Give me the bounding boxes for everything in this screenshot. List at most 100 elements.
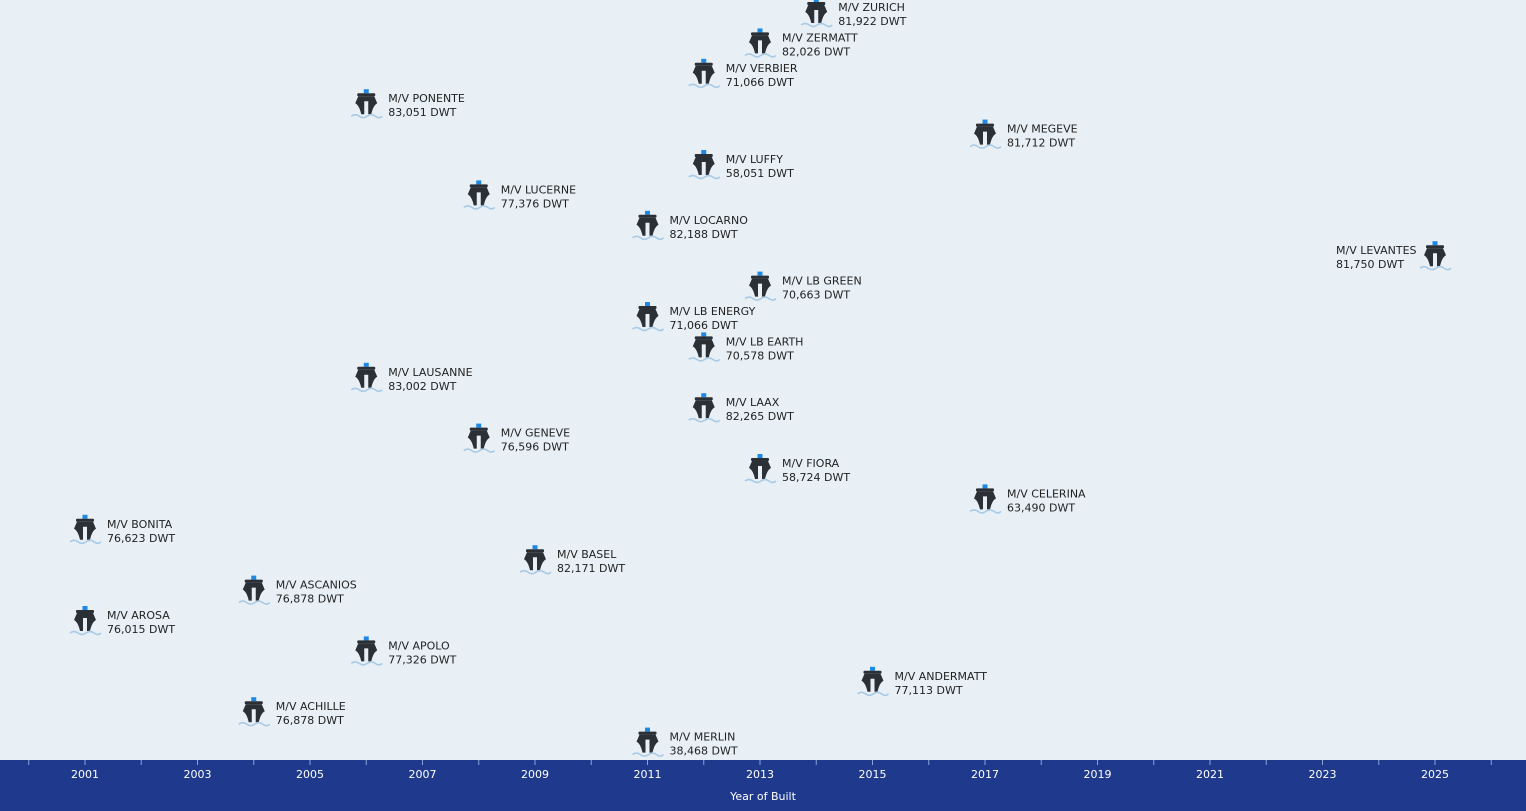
ship-icon — [632, 302, 665, 332]
vessel-dwt-label: 77,113 DWT — [895, 684, 963, 697]
vessel-name-label: M/V ZERMATT — [782, 31, 858, 44]
ship-icon — [857, 666, 890, 697]
vessel-dwt-label: 82,171 DWT — [557, 562, 625, 575]
vessel-dwt-label: 83,051 DWT — [388, 106, 456, 119]
vessel-dwt-label: 82,188 DWT — [670, 228, 738, 241]
vessel-name-label: M/V BONITA — [107, 518, 173, 531]
vessel-name-label: M/V ANDERMATT — [895, 670, 988, 683]
vessel-dwt-label: 71,066 DWT — [726, 76, 794, 89]
vessel-name-label: M/V GENEVE — [501, 427, 570, 440]
vessel-dwt-label: 81,750 DWT — [1336, 258, 1404, 271]
vessel-name-label: M/V APOLO — [388, 639, 450, 652]
vessel-name-label: M/V PONENTE — [388, 92, 465, 105]
x-tick-label: 2001 — [71, 768, 99, 781]
vessel-dwt-label: 71,066 DWT — [670, 319, 738, 332]
vessel-dwt-label: 70,663 DWT — [782, 289, 850, 302]
ship-icon — [350, 89, 383, 119]
ship-icon — [744, 28, 777, 58]
vessel-name-label: M/V LB GREEN — [782, 275, 862, 288]
ship-icon — [688, 150, 721, 180]
vessel-name-label: M/V FIORA — [782, 457, 840, 470]
ship-icon — [350, 636, 383, 666]
vessel-dwt-label: 76,596 DWT — [501, 441, 569, 454]
vessel-name-label: M/V VERBIER — [726, 62, 798, 75]
x-tick-label: 2009 — [521, 768, 549, 781]
vessel-name-label: M/V LB EARTH — [726, 335, 804, 348]
vessel-dwt-label: 82,026 DWT — [782, 45, 850, 58]
vessel-dwt-label: 76,878 DWT — [276, 593, 344, 606]
vessel-dwt-label: 63,490 DWT — [1007, 501, 1075, 514]
ship-icon — [688, 58, 721, 89]
vessel-name-label: M/V LB ENERGY — [670, 305, 756, 318]
x-axis-ticks: 2001 2003 2005 2007 2009 2011 2013 2015 2017 2019… — [28, 760, 1492, 781]
vessel-dwt-label: 38,468 DWT — [670, 745, 738, 758]
x-tick-label: 2003 — [184, 768, 212, 781]
vessel-dwt-label: 70,578 DWT — [726, 349, 794, 362]
vessel-dwt-label: 81,922 DWT — [838, 15, 906, 28]
ship-icon — [969, 119, 1002, 149]
ship-icon — [744, 454, 777, 484]
x-tick-label: 2021 — [1196, 768, 1224, 781]
x-tick-label: 2007 — [409, 768, 437, 781]
vessel-name-label: M/V LAUSANNE — [388, 366, 472, 379]
vessel-name-label: M/V BASEL — [557, 548, 617, 561]
ship-icon — [632, 210, 665, 241]
ship-icon — [350, 362, 383, 393]
ship-icon — [1419, 241, 1452, 271]
x-axis-title: Year of Built — [729, 790, 797, 803]
vessel-name-label: M/V ACHILLE — [276, 700, 346, 713]
x-tick-label: 2015 — [859, 768, 887, 781]
vessel-dwt-label: 76,623 DWT — [107, 532, 175, 545]
ship-icon — [463, 423, 496, 453]
x-tick-label: 2013 — [746, 768, 774, 781]
vessel-name-label: M/V LEVANTES — [1336, 244, 1417, 257]
ship-icon — [744, 271, 777, 301]
vessel-name-label: M/V ZURICH — [838, 1, 905, 14]
ship-icon — [519, 545, 552, 575]
ship-icon — [69, 606, 102, 636]
vessel-name-label: M/V LAAX — [726, 396, 780, 409]
vessel-dwt-label: 81,712 DWT — [1007, 137, 1075, 150]
x-tick-label: 2025 — [1421, 768, 1449, 781]
ship-icon — [632, 727, 665, 757]
vessel-name-label: M/V CELERINA — [1007, 487, 1086, 500]
x-tick-label: 2019 — [1084, 768, 1112, 781]
vessel-name-label: M/V ASCANIOS — [276, 579, 357, 592]
vessel-dwt-label: 83,002 DWT — [388, 380, 456, 393]
vessel-dwt-label: 58,724 DWT — [782, 471, 850, 484]
vessel-name-label: M/V MEGEVE — [1007, 123, 1078, 136]
ship-icon — [69, 514, 102, 545]
ship-icon — [969, 484, 1002, 514]
ship-icon — [688, 393, 721, 423]
vessel-name-label: M/V LUCERNE — [501, 183, 576, 196]
vessel-name-label: M/V LUFFY — [726, 153, 784, 166]
ship-icon — [463, 180, 496, 210]
vessel-dwt-label: 77,376 DWT — [501, 197, 569, 210]
vessel-dwt-label: 82,265 DWT — [726, 410, 794, 423]
vessel-name-label: M/V MERLIN — [670, 731, 736, 744]
x-axis-band — [0, 760, 1526, 811]
